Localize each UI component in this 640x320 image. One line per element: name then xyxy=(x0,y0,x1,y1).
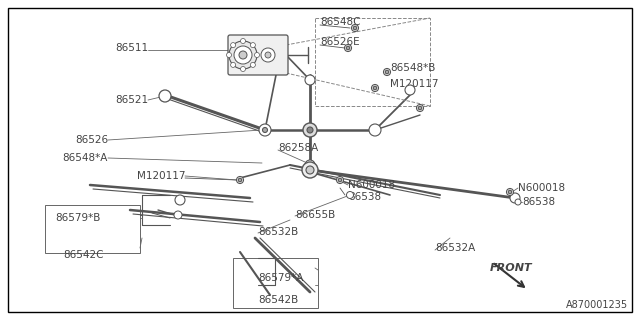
Circle shape xyxy=(241,67,246,71)
Bar xyxy=(233,258,318,308)
Circle shape xyxy=(241,38,246,44)
Circle shape xyxy=(506,188,513,196)
Circle shape xyxy=(230,62,236,68)
Text: 86532B: 86532B xyxy=(258,227,298,237)
Circle shape xyxy=(353,26,356,30)
Text: 86579*A: 86579*A xyxy=(258,273,303,283)
Circle shape xyxy=(373,86,377,90)
Circle shape xyxy=(515,199,521,205)
Circle shape xyxy=(419,106,422,110)
Circle shape xyxy=(346,46,349,50)
Circle shape xyxy=(261,48,275,62)
Circle shape xyxy=(302,162,318,178)
Text: 86538: 86538 xyxy=(522,197,555,207)
Circle shape xyxy=(385,70,388,74)
Text: N600018: N600018 xyxy=(518,183,565,193)
Text: 86258A: 86258A xyxy=(278,143,318,153)
Circle shape xyxy=(229,41,257,69)
Text: 86548*B: 86548*B xyxy=(390,63,435,73)
Circle shape xyxy=(305,160,315,170)
Circle shape xyxy=(250,62,255,68)
Circle shape xyxy=(234,46,252,64)
Text: 86526: 86526 xyxy=(75,135,108,145)
Circle shape xyxy=(346,191,353,198)
Text: 86526E: 86526E xyxy=(320,37,360,47)
Circle shape xyxy=(227,52,232,58)
Bar xyxy=(45,205,140,253)
Text: 86542C: 86542C xyxy=(63,250,104,260)
Circle shape xyxy=(237,177,243,183)
Text: A870001235: A870001235 xyxy=(566,300,628,310)
Circle shape xyxy=(508,190,512,194)
FancyBboxPatch shape xyxy=(228,35,288,75)
Circle shape xyxy=(174,211,182,219)
Circle shape xyxy=(262,127,268,132)
Text: 86532A: 86532A xyxy=(435,243,476,253)
Circle shape xyxy=(369,124,381,136)
Circle shape xyxy=(383,68,390,76)
Circle shape xyxy=(238,178,242,182)
Circle shape xyxy=(405,85,415,95)
Circle shape xyxy=(371,84,378,92)
Circle shape xyxy=(265,52,271,58)
Text: 86538: 86538 xyxy=(348,192,381,202)
Circle shape xyxy=(344,44,351,52)
Text: M120117: M120117 xyxy=(136,171,185,181)
Circle shape xyxy=(351,25,358,31)
Circle shape xyxy=(307,127,313,133)
Circle shape xyxy=(159,90,171,102)
Text: N600018: N600018 xyxy=(348,180,395,190)
Circle shape xyxy=(230,43,236,48)
Circle shape xyxy=(303,123,317,137)
Text: 86511: 86511 xyxy=(115,43,148,53)
Circle shape xyxy=(250,43,255,48)
Circle shape xyxy=(175,195,185,205)
Circle shape xyxy=(306,166,314,174)
Circle shape xyxy=(339,178,342,182)
Circle shape xyxy=(259,124,271,136)
Text: 86655B: 86655B xyxy=(295,210,335,220)
Circle shape xyxy=(305,165,315,175)
Text: 86579*B: 86579*B xyxy=(55,213,100,223)
Text: M120117: M120117 xyxy=(390,79,438,89)
Text: 86542B: 86542B xyxy=(258,295,298,305)
Text: 86521: 86521 xyxy=(115,95,148,105)
Circle shape xyxy=(255,52,259,58)
Circle shape xyxy=(337,177,344,183)
Bar xyxy=(315,18,430,106)
Text: 86548C: 86548C xyxy=(320,17,360,27)
Circle shape xyxy=(417,105,424,111)
Circle shape xyxy=(510,193,520,203)
Circle shape xyxy=(305,75,315,85)
Text: FRONT: FRONT xyxy=(490,263,532,273)
Text: 86548*A: 86548*A xyxy=(63,153,108,163)
Circle shape xyxy=(239,51,247,59)
